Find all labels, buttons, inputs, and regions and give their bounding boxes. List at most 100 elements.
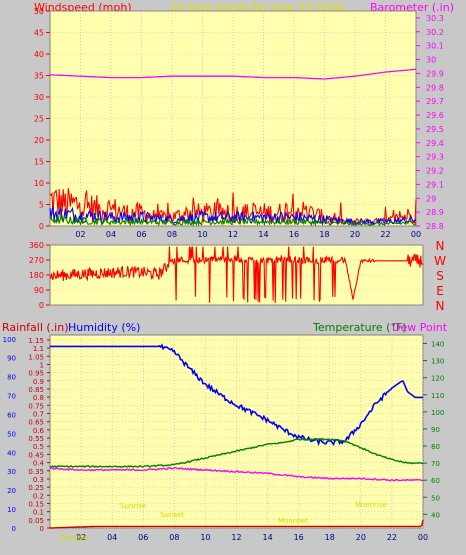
wind-left-tick-label: 15 <box>34 158 44 167</box>
rain-tick-label: 0.4 <box>33 460 45 468</box>
humidity-tick-label: 100 <box>3 336 16 344</box>
wind-left-tick-label: 25 <box>34 115 44 124</box>
compass-label: S <box>436 269 444 283</box>
wind-left-tick-label: 0 <box>39 222 44 231</box>
rain-tick-label: 0.55 <box>28 435 44 443</box>
temp-tick-label: 50 <box>431 494 440 502</box>
climate-x-tick-label: 02 <box>76 533 86 542</box>
wind-x-tick-label: 06 <box>136 230 146 239</box>
baro-right-tick-label: 29.3 <box>426 153 444 162</box>
astro-annotation: Sunrise <box>120 502 146 510</box>
rain-tick-label: 0.9 <box>33 378 44 386</box>
climate-x-tick-label: 10 <box>200 533 210 542</box>
humidity-tick-label: 60 <box>7 411 16 419</box>
temp-tick-label: 100 <box>431 409 444 417</box>
rain-tick-label: 0.7 <box>33 411 44 419</box>
wind-x-tick-label: 22 <box>380 230 390 239</box>
baro-right-tick-label: 30 <box>426 56 436 65</box>
baro-right-tick-label: 30.3 <box>426 14 444 23</box>
rain-tick-label: 0.5 <box>33 443 44 451</box>
wind-x-tick-label: 00 <box>411 230 421 239</box>
temp-tick-label: 60 <box>431 477 440 485</box>
temp-tick-label: 130 <box>431 358 444 366</box>
temp-tick-label: 140 <box>431 341 444 349</box>
direction-tick-label: 90 <box>34 286 44 295</box>
compass-label: N <box>436 299 445 313</box>
direction-tick-label: 180 <box>29 271 44 280</box>
baro-right-tick-label: 29.7 <box>426 97 444 106</box>
rain-tick-label: 0.25 <box>28 484 44 492</box>
wind-left-tick-label: 50 <box>34 7 44 16</box>
direction-tick-label: 0 <box>39 301 44 310</box>
climate-x-tick-label: 16 <box>294 533 304 542</box>
baro-right-tick-label: 29.2 <box>426 167 444 176</box>
wind-x-tick-label: 20 <box>350 230 360 239</box>
astro-annotation: Moonrise <box>355 501 387 509</box>
direction-tick-label: 270 <box>29 256 44 265</box>
rain-tick-label: 0.1 <box>33 509 44 517</box>
baro-right-tick-label: 29.9 <box>426 69 444 78</box>
climate-x-tick-label: 00 <box>418 533 428 542</box>
baro-right-tick-label: 29.8 <box>426 83 444 92</box>
wind-x-tick-label: 08 <box>167 230 177 239</box>
wind-x-tick-label: 14 <box>258 230 268 239</box>
baro-right-tick-label: 28.8 <box>426 222 444 231</box>
rain-tick-label: 1.1 <box>33 345 44 353</box>
wind-x-tick-label: 16 <box>289 230 299 239</box>
rain-tick-label: 0.95 <box>28 370 44 378</box>
temp-tick-label: 70 <box>431 460 440 468</box>
wind-left-tick-label: 35 <box>34 72 44 81</box>
compass-label: E <box>436 284 444 298</box>
temp-tick-label: 90 <box>431 426 440 434</box>
compass-label: W <box>434 254 446 268</box>
climate-x-tick-label: 04 <box>107 533 117 542</box>
climate-x-tick-label: 22 <box>387 533 397 542</box>
climate-series-magenta <box>49 466 424 482</box>
temp-tick-label: 120 <box>431 375 444 383</box>
wind-series-blue <box>49 206 417 227</box>
temp-tick-label: 80 <box>431 443 440 451</box>
climate-x-tick-label: 18 <box>325 533 335 542</box>
humidity-tick-label: 30 <box>7 468 16 476</box>
rain-tick-label: 0.85 <box>28 386 44 394</box>
rain-tick-label: 0.45 <box>28 451 44 459</box>
wind-x-tick-label: 18 <box>319 230 329 239</box>
baro-right-tick-label: 30.2 <box>426 28 444 37</box>
humidity-tick-label: 80 <box>7 374 16 382</box>
climate-x-tick-label: 06 <box>138 533 148 542</box>
wind-series-green <box>49 215 417 227</box>
climate-series-green <box>49 437 424 469</box>
climate-x-tick-label: 08 <box>169 533 179 542</box>
wind-x-tick-label: 02 <box>75 230 85 239</box>
wind-left-tick-label: 10 <box>34 179 44 188</box>
rain-tick-label: 0.6 <box>33 427 45 435</box>
wind-x-tick-label: 12 <box>228 230 238 239</box>
climate-x-tick-label: 12 <box>231 533 241 542</box>
compass-label: N <box>436 239 445 253</box>
wind-x-tick-label: 04 <box>106 230 116 239</box>
rain-tick-label: 0.35 <box>28 468 44 476</box>
astro-annotation: Sunset <box>160 511 184 519</box>
astro-annotation: Moonset <box>278 517 308 525</box>
climate-x-tick-label: 20 <box>356 533 366 542</box>
rain-tick-label: 1.05 <box>28 353 44 361</box>
rain-tick-label: 0.75 <box>28 402 44 410</box>
rain-tick-label: 0.8 <box>33 394 44 402</box>
rain-tick-label: 0.2 <box>33 492 44 500</box>
wind-left-tick-label: 30 <box>34 93 44 102</box>
humidity-tick-label: 70 <box>7 393 16 401</box>
humidity-tick-label: 50 <box>7 430 16 438</box>
humidity-tick-label: 40 <box>7 449 16 457</box>
humidity-tick-label: 20 <box>7 487 16 495</box>
direction-tick-label: 360 <box>29 241 44 250</box>
baro-right-tick-label: 29.4 <box>426 139 444 148</box>
astro-annotation: Daylight <box>60 534 90 542</box>
wind-direction-series <box>49 246 424 304</box>
wind-x-tick-label: 10 <box>197 230 207 239</box>
rain-tick-label: 0.3 <box>33 476 44 484</box>
baro-right-tick-label: 29.5 <box>426 125 444 134</box>
temp-tick-label: 40 <box>431 511 440 519</box>
wind-left-tick-label: 40 <box>34 50 44 59</box>
rain-tick-label: 1 <box>40 361 44 369</box>
